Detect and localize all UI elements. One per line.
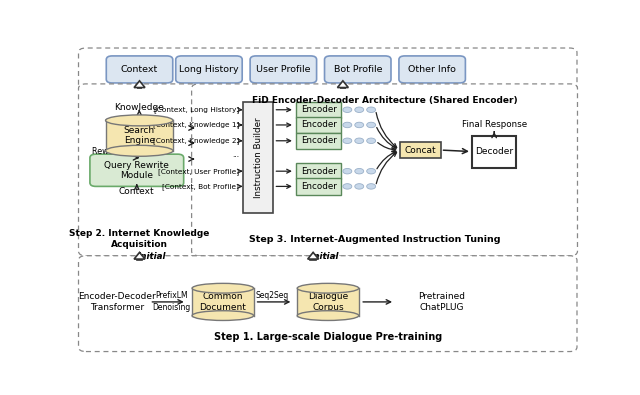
Text: Step 1. Large-scale Dialogue Pre-training: Step 1. Large-scale Dialogue Pre-trainin… [214, 332, 442, 342]
Text: Denoising: Denoising [152, 303, 191, 312]
FancyBboxPatch shape [296, 102, 341, 118]
Bar [297, 288, 359, 316]
Circle shape [355, 168, 364, 174]
Circle shape [355, 138, 364, 143]
FancyBboxPatch shape [324, 56, 391, 83]
FancyBboxPatch shape [399, 56, 465, 83]
Text: Context: Context [121, 65, 158, 74]
Circle shape [343, 184, 352, 189]
Polygon shape [134, 252, 145, 259]
FancyBboxPatch shape [243, 102, 273, 213]
Ellipse shape [106, 115, 173, 126]
Polygon shape [134, 81, 145, 88]
Text: [Context, Bot Profile]: [Context, Bot Profile] [162, 183, 239, 190]
Polygon shape [337, 81, 348, 88]
FancyBboxPatch shape [296, 133, 341, 149]
Text: Decoder: Decoder [475, 147, 513, 156]
FancyBboxPatch shape [296, 117, 341, 133]
Ellipse shape [192, 283, 253, 293]
Text: Bot Profile: Bot Profile [333, 65, 382, 74]
Text: Query Rewrite
Module: Query Rewrite Module [104, 161, 169, 180]
Text: Initial: Initial [311, 252, 340, 261]
FancyBboxPatch shape [106, 56, 173, 83]
FancyBboxPatch shape [79, 48, 577, 92]
Polygon shape [308, 252, 319, 259]
Circle shape [367, 107, 376, 113]
Text: Knowledge: Knowledge [115, 103, 164, 112]
Text: Dialogue
Corpus: Dialogue Corpus [308, 292, 348, 312]
Text: FiD Encoder-Decoder Architecture (Shared Encoder): FiD Encoder-Decoder Architecture (Shared… [252, 96, 517, 105]
Text: PrefixLM: PrefixLM [156, 291, 188, 300]
FancyBboxPatch shape [400, 142, 440, 158]
Text: Encoder-Decoder
Transformer: Encoder-Decoder Transformer [78, 292, 156, 312]
Text: Search
Engine: Search Engine [124, 126, 155, 145]
Bar [192, 288, 253, 316]
Text: Common
Document: Common Document [200, 292, 246, 312]
FancyBboxPatch shape [191, 84, 577, 256]
Text: Long History: Long History [179, 65, 239, 74]
Bar [310, 259, 316, 260]
Circle shape [367, 184, 376, 189]
Text: Context: Context [119, 187, 155, 196]
Circle shape [367, 168, 376, 174]
Text: Instruction Builder: Instruction Builder [253, 117, 262, 198]
Text: Rewritten Query: Rewritten Query [92, 147, 158, 156]
FancyBboxPatch shape [250, 56, 317, 83]
Bar [106, 120, 173, 151]
FancyBboxPatch shape [90, 154, 184, 186]
FancyBboxPatch shape [296, 163, 341, 179]
FancyBboxPatch shape [79, 256, 577, 352]
Text: [Context, Knowledge 2]: [Context, Knowledge 2] [152, 137, 239, 144]
Text: Encoder: Encoder [301, 120, 337, 130]
Text: ...: ... [232, 152, 239, 158]
Text: Encoder: Encoder [301, 182, 337, 191]
Text: [Context, Long History]: [Context, Long History] [154, 106, 239, 113]
FancyBboxPatch shape [176, 56, 242, 83]
Circle shape [367, 122, 376, 128]
Text: Other Info: Other Info [408, 65, 456, 74]
Ellipse shape [106, 145, 173, 156]
Circle shape [343, 107, 352, 113]
Circle shape [343, 138, 352, 143]
Text: Pretrained
ChatPLUG: Pretrained ChatPLUG [419, 292, 465, 312]
Text: Final Response: Final Response [461, 120, 527, 130]
Text: Concat: Concat [404, 145, 436, 154]
Circle shape [367, 138, 376, 143]
Bar [137, 259, 142, 260]
Text: Step 3. Internet-Augmented Instruction Tuning: Step 3. Internet-Augmented Instruction T… [249, 235, 500, 244]
Text: [Context, User Profile]: [Context, User Profile] [158, 168, 239, 175]
Text: [Context, Knowledge 1]: [Context, Knowledge 1] [152, 122, 239, 128]
Text: Encoder: Encoder [301, 136, 337, 145]
Ellipse shape [297, 311, 359, 320]
Circle shape [355, 107, 364, 113]
Ellipse shape [192, 311, 253, 320]
FancyBboxPatch shape [79, 84, 200, 256]
FancyBboxPatch shape [296, 178, 341, 195]
Circle shape [355, 122, 364, 128]
Text: Encoder: Encoder [301, 167, 337, 176]
Text: User Profile: User Profile [256, 65, 310, 74]
Text: Initial: Initial [138, 252, 166, 261]
FancyBboxPatch shape [472, 135, 516, 167]
Circle shape [355, 184, 364, 189]
Text: Seq2Seq: Seq2Seq [256, 291, 289, 300]
Circle shape [343, 122, 352, 128]
Text: Step 2. Internet Knowledge
Acquisition: Step 2. Internet Knowledge Acquisition [69, 229, 209, 249]
Ellipse shape [297, 283, 359, 293]
Text: Encoder: Encoder [301, 105, 337, 114]
Circle shape [343, 168, 352, 174]
